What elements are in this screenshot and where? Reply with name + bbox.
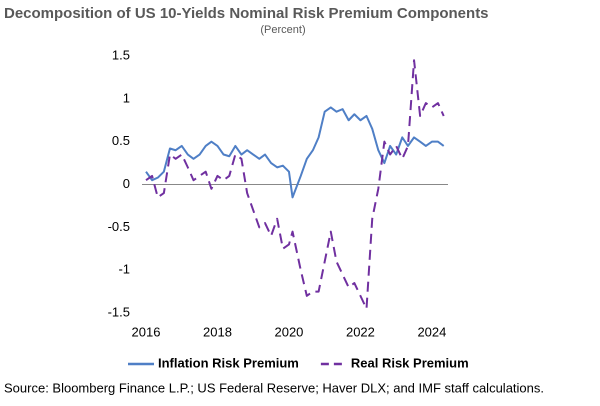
- x-tick-label: 2016: [132, 324, 161, 339]
- series-line: [145, 106, 445, 199]
- chart-title: Decomposition of US 10-Yields Nominal Ri…: [4, 5, 489, 22]
- x-tick-label: 2018: [203, 324, 232, 339]
- y-tick-label: 0: [123, 176, 130, 191]
- y-tick-label: 0.5: [112, 133, 130, 148]
- y-tick-label: 1.5: [112, 47, 130, 62]
- y-tick-label: 1: [123, 90, 130, 105]
- x-tick-label: 2022: [346, 324, 375, 339]
- source-note: Source: Bloomberg Finance L.P.; US Feder…: [4, 380, 544, 395]
- chart-subtitle: (Percent): [260, 24, 305, 36]
- y-tick-label: -1.5: [108, 304, 130, 319]
- y-tick-label: -0.5: [108, 219, 130, 234]
- legend-label: Real Risk Premium: [351, 355, 469, 370]
- x-tick-label: 2024: [417, 324, 446, 339]
- legend-label: Inflation Risk Premium: [158, 355, 299, 370]
- y-tick-label: -1: [118, 262, 130, 277]
- series-line: [145, 59, 445, 310]
- x-tick-label: 2020: [274, 324, 303, 339]
